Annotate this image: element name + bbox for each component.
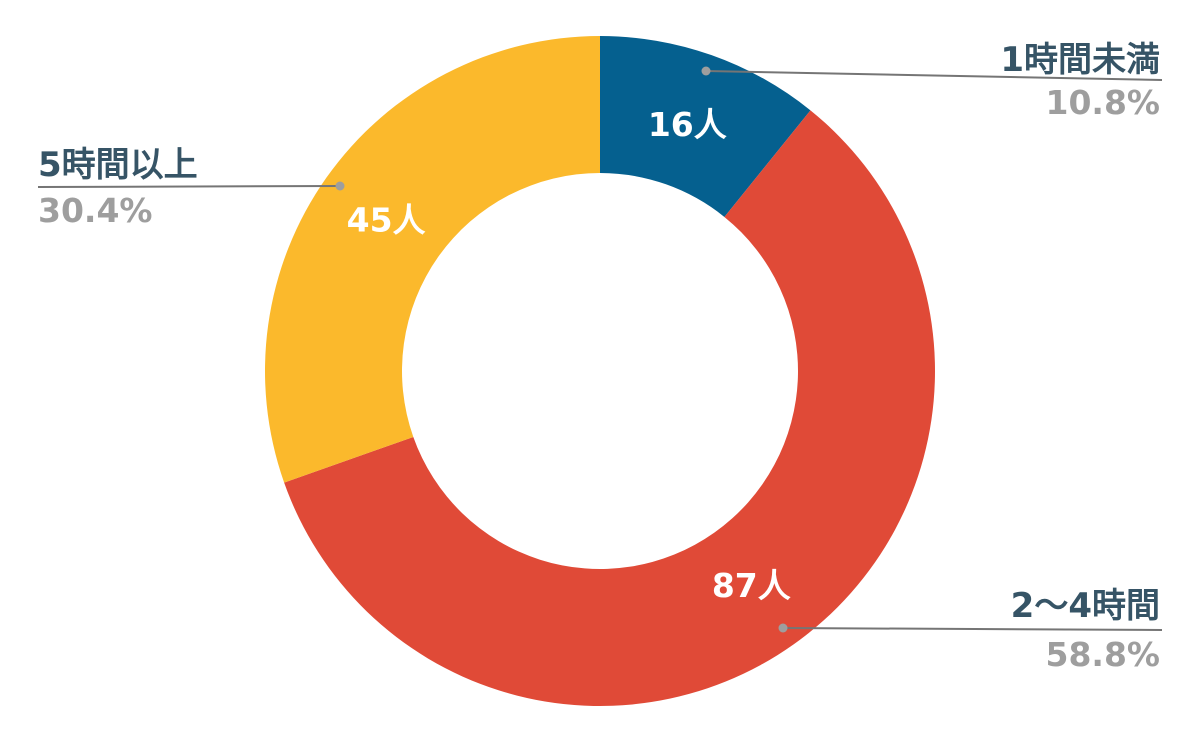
data-labels-group: 16人 87人 45人 xyxy=(347,105,791,605)
callouts-group: 1時間未満 10.8% 2〜4時間 58.8% 5時間以上 30.4% xyxy=(37,40,1163,674)
data-label-slice-1: 16人 xyxy=(648,105,727,144)
slice-2-4-hours xyxy=(284,110,935,706)
data-label-slice-3: 45人 xyxy=(347,201,426,240)
leader-line-slice-3 xyxy=(37,185,341,188)
slice-1-hour-less xyxy=(600,36,811,217)
slice-5-hours-more xyxy=(264,35,600,483)
leader-dot-slice-2 xyxy=(778,623,788,633)
percent-label-slice-2: 58.8% xyxy=(1046,635,1161,674)
data-label-slice-2: 87人 xyxy=(712,566,791,605)
category-label-slice-1: 1時間未満 xyxy=(1000,40,1160,80)
leader-dot-slice-3 xyxy=(335,181,345,191)
leader-line-slice-1 xyxy=(705,70,1163,81)
slices-group xyxy=(264,35,935,706)
leader-line-slice-2 xyxy=(782,627,1163,631)
leader-dot-slice-1 xyxy=(701,66,711,76)
category-label-slice-3: 5時間以上 xyxy=(38,145,198,185)
category-label-slice-2: 2〜4時間 xyxy=(1011,586,1160,626)
percent-label-slice-3: 30.4% xyxy=(38,191,153,230)
percent-label-slice-1: 10.8% xyxy=(1046,83,1161,122)
